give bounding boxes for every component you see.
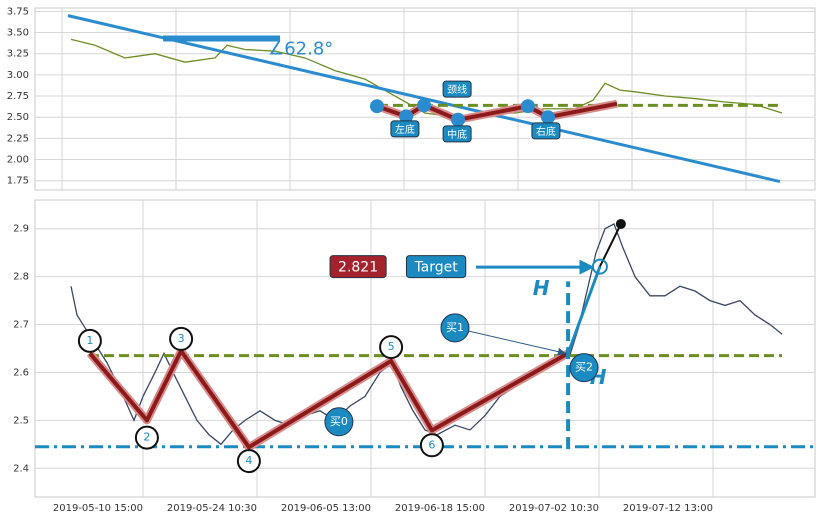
y-tick-label: 2.8 [13,272,29,283]
tag-label: 左底 [395,123,415,136]
wave-label: 5 [388,340,395,353]
point [541,110,555,125]
y-tick-label: 2.5 [13,415,29,426]
wave-point [77,328,102,353]
price-line [70,223,783,446]
wave-point [419,433,444,458]
y-tick-label: 1.75 [7,176,29,187]
annotation-text: H [533,276,550,300]
buy-marker [569,353,599,383]
tag-label: Target [413,260,458,276]
tag-label: 中底 [447,128,467,141]
tag-label: 颈线 [447,83,467,96]
y-tick-label: 2.75 [7,91,29,102]
x-tick-label: 2019-07-02 10:30 [509,503,599,514]
y-tick-label: 3.00 [7,70,29,81]
x-tick-label: 2019-05-24 10:30 [167,503,257,514]
x-tick-label: 2019-06-18 15:00 [395,503,485,514]
tag-box [405,255,467,279]
y-tick-label: 2.6 [13,367,29,378]
wave-label: 4 [245,454,252,467]
wave-label: 6 [428,438,435,451]
y-tick-label: 2.25 [7,133,29,144]
tag-label: 右底 [536,125,556,138]
annotation-line-thinarrow [454,327,566,356]
y-tick-label: 2.50 [7,112,29,123]
point [615,218,626,229]
buy-label: 买1 [446,321,464,334]
wave-point [379,335,404,360]
target-point [591,258,608,275]
tag-box [390,120,420,138]
buy-marker [324,407,354,437]
annotation-line-zigzag [88,348,570,450]
wave-point [236,449,261,474]
annotation-line-solid [566,266,602,354]
point [399,109,414,124]
tag-box [442,125,472,143]
tag-label: 2.821 [338,260,378,276]
y-tick-label: 2.4 [13,463,29,474]
wave-label: 2 [143,431,150,444]
annotation-text: ∠62.8° [268,38,333,59]
point [417,98,432,113]
point [520,99,535,114]
x-tick-label: 2019-06-05 13:00 [281,503,371,514]
wave-label: 1 [86,334,93,347]
point [451,112,465,127]
buy-marker [440,313,470,343]
y-tick-label: 3.50 [7,28,29,39]
y-tick-label: 2.00 [7,155,29,166]
buy-label: 买2 [575,361,593,374]
wave-point [134,425,159,450]
tag-box [531,122,561,140]
y-tick-label: 3.75 [7,6,29,17]
y-tick-label: 2.9 [13,224,29,235]
y-tick-label: 3.25 [7,49,29,60]
tag-box [329,255,387,279]
point [370,99,384,114]
x-tick-label: 2019-07-12 13:00 [623,503,713,514]
wave-label: 3 [178,332,185,345]
wave-point [169,326,194,351]
y-tick-label: 2.7 [13,320,29,331]
buy-label: 买0 [330,415,348,428]
x-tick-label: 2019-05-10 15:00 [53,503,143,514]
tag-box [442,80,472,98]
